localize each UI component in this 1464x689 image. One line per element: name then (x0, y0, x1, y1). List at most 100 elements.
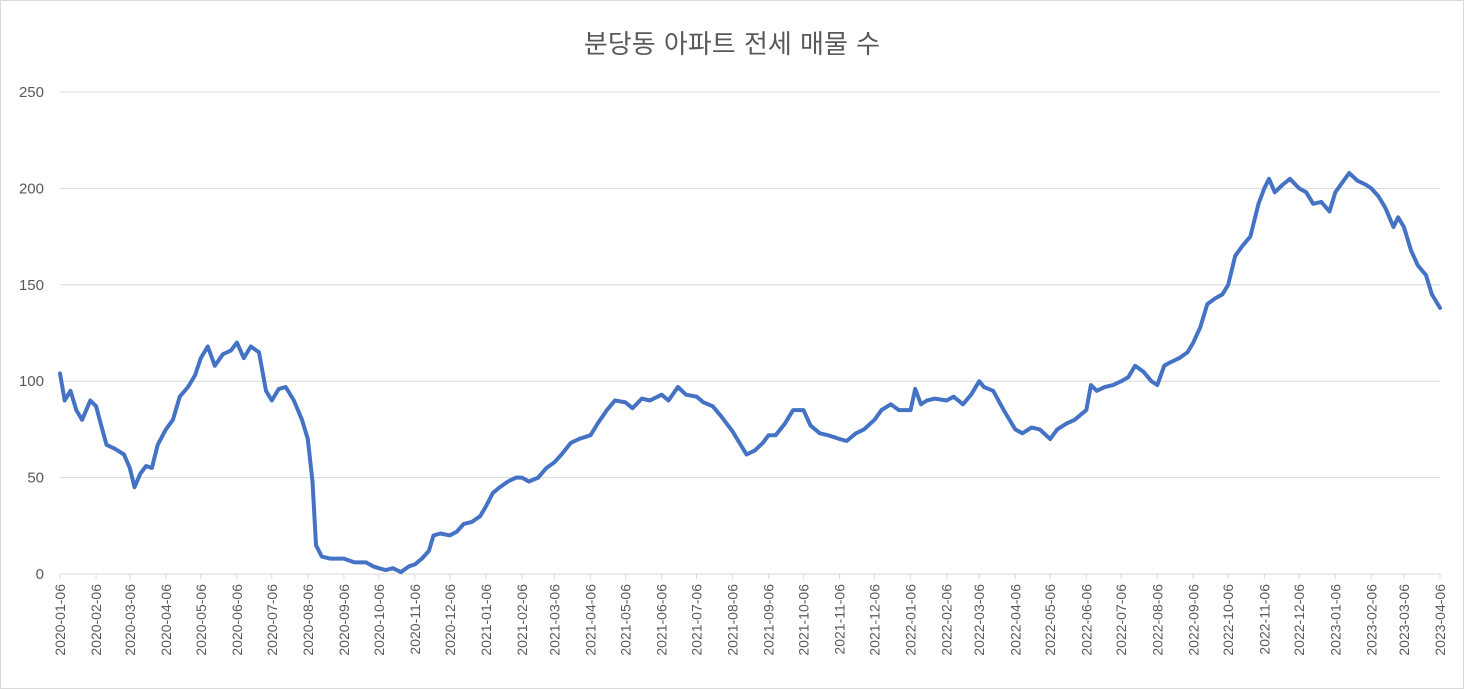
data-point (961, 402, 965, 406)
data-point (719, 414, 723, 418)
y-tick-label: 200 (19, 180, 44, 197)
data-point (1396, 215, 1400, 219)
data-point (193, 373, 197, 377)
data-point (384, 568, 388, 572)
data-point (186, 385, 190, 389)
x-tick-label: 2020-06-06 (229, 584, 245, 656)
data-point (122, 452, 126, 457)
data-point (242, 356, 246, 360)
data-point (991, 389, 995, 393)
x-tick-label: 2021-08-06 (725, 584, 741, 656)
data-point (559, 452, 564, 457)
data-point (1126, 375, 1130, 379)
data-point (1205, 302, 1209, 306)
data-point (1038, 427, 1042, 431)
data-point (889, 402, 893, 406)
data-point (1064, 422, 1069, 426)
data-point (1267, 177, 1271, 181)
data-point (1311, 202, 1315, 206)
data-point (1340, 181, 1344, 185)
data-point (377, 566, 381, 570)
data-point (1111, 383, 1115, 387)
data-point (577, 437, 581, 441)
data-point (694, 395, 699, 399)
data-point (199, 356, 203, 360)
x-tick-label: 2022-05-06 (1042, 584, 1058, 656)
data-point (270, 398, 274, 403)
data-point (648, 398, 652, 403)
data-point (178, 395, 182, 399)
data-point (666, 398, 671, 403)
data-point (982, 385, 986, 389)
data-point (371, 564, 375, 568)
data-point (933, 397, 937, 401)
data-point (1409, 248, 1413, 252)
x-tick-label: 2023-02-06 (1363, 584, 1379, 656)
gridlines (60, 91, 1440, 575)
data-point (1133, 364, 1137, 368)
data-point (1297, 186, 1301, 190)
data-point (1095, 389, 1099, 393)
data-point (818, 431, 822, 435)
data-point (589, 433, 593, 437)
data-point (431, 533, 436, 538)
data-point (438, 531, 443, 536)
x-tick-label: 2020-01-06 (52, 584, 68, 656)
data-point (1256, 202, 1261, 206)
data-point (1355, 179, 1359, 183)
data-point (909, 408, 913, 412)
data-point (264, 389, 268, 393)
x-tick-label: 2021-02-06 (514, 584, 530, 656)
x-tick-label: 2023-03-06 (1396, 584, 1412, 656)
chart-title: 분당동 아파트 전세 매물 수 (583, 30, 881, 60)
x-tick-label: 2021-04-06 (583, 584, 599, 656)
data-point (99, 422, 103, 426)
data-point (94, 404, 98, 408)
data-point (292, 398, 296, 403)
data-point (1141, 370, 1145, 374)
data-point (1416, 263, 1420, 268)
data-point (854, 431, 858, 435)
x-tick-label: 2020-08-06 (300, 584, 316, 656)
data-point (774, 433, 778, 437)
data-point (544, 466, 549, 470)
data-point (761, 441, 765, 445)
data-point (1013, 427, 1017, 431)
data-point (969, 393, 973, 397)
data-point (1149, 379, 1153, 383)
data-point (1430, 292, 1434, 296)
x-tick-label: 2020-11-06 (407, 584, 423, 655)
data-point (701, 400, 706, 404)
data-point (1089, 383, 1093, 387)
data-point (737, 441, 742, 445)
y-tick-label: 100 (19, 373, 44, 390)
data-point (229, 348, 233, 352)
data-point (1248, 235, 1252, 239)
data-point (1369, 186, 1373, 190)
data-point (277, 387, 281, 391)
data-point (364, 560, 368, 565)
data-point (826, 433, 830, 437)
x-axis: 2020-01-06 2020-02-06 2020-03-06 2020-04-06… (52, 574, 1448, 656)
data-point (945, 398, 949, 403)
data-point (569, 441, 573, 445)
data-point (144, 464, 148, 468)
data-point (352, 560, 356, 565)
data-point (514, 476, 518, 480)
data-point (1438, 306, 1442, 310)
data-point (284, 385, 288, 389)
data-point (1347, 171, 1351, 175)
data-point (660, 393, 664, 397)
data-point (221, 352, 225, 356)
data-point (498, 485, 502, 489)
data-point (1376, 194, 1380, 198)
x-tick-label: 2020-07-06 (264, 584, 280, 656)
data-point (753, 449, 757, 453)
data-point (1103, 385, 1107, 389)
data-point (838, 437, 842, 441)
data-point (783, 422, 787, 426)
x-tick-label: 2020-02-06 (88, 584, 104, 656)
data-point (1424, 273, 1428, 277)
data-point (104, 443, 109, 447)
x-tick-label: 2020-09-06 (336, 584, 352, 656)
